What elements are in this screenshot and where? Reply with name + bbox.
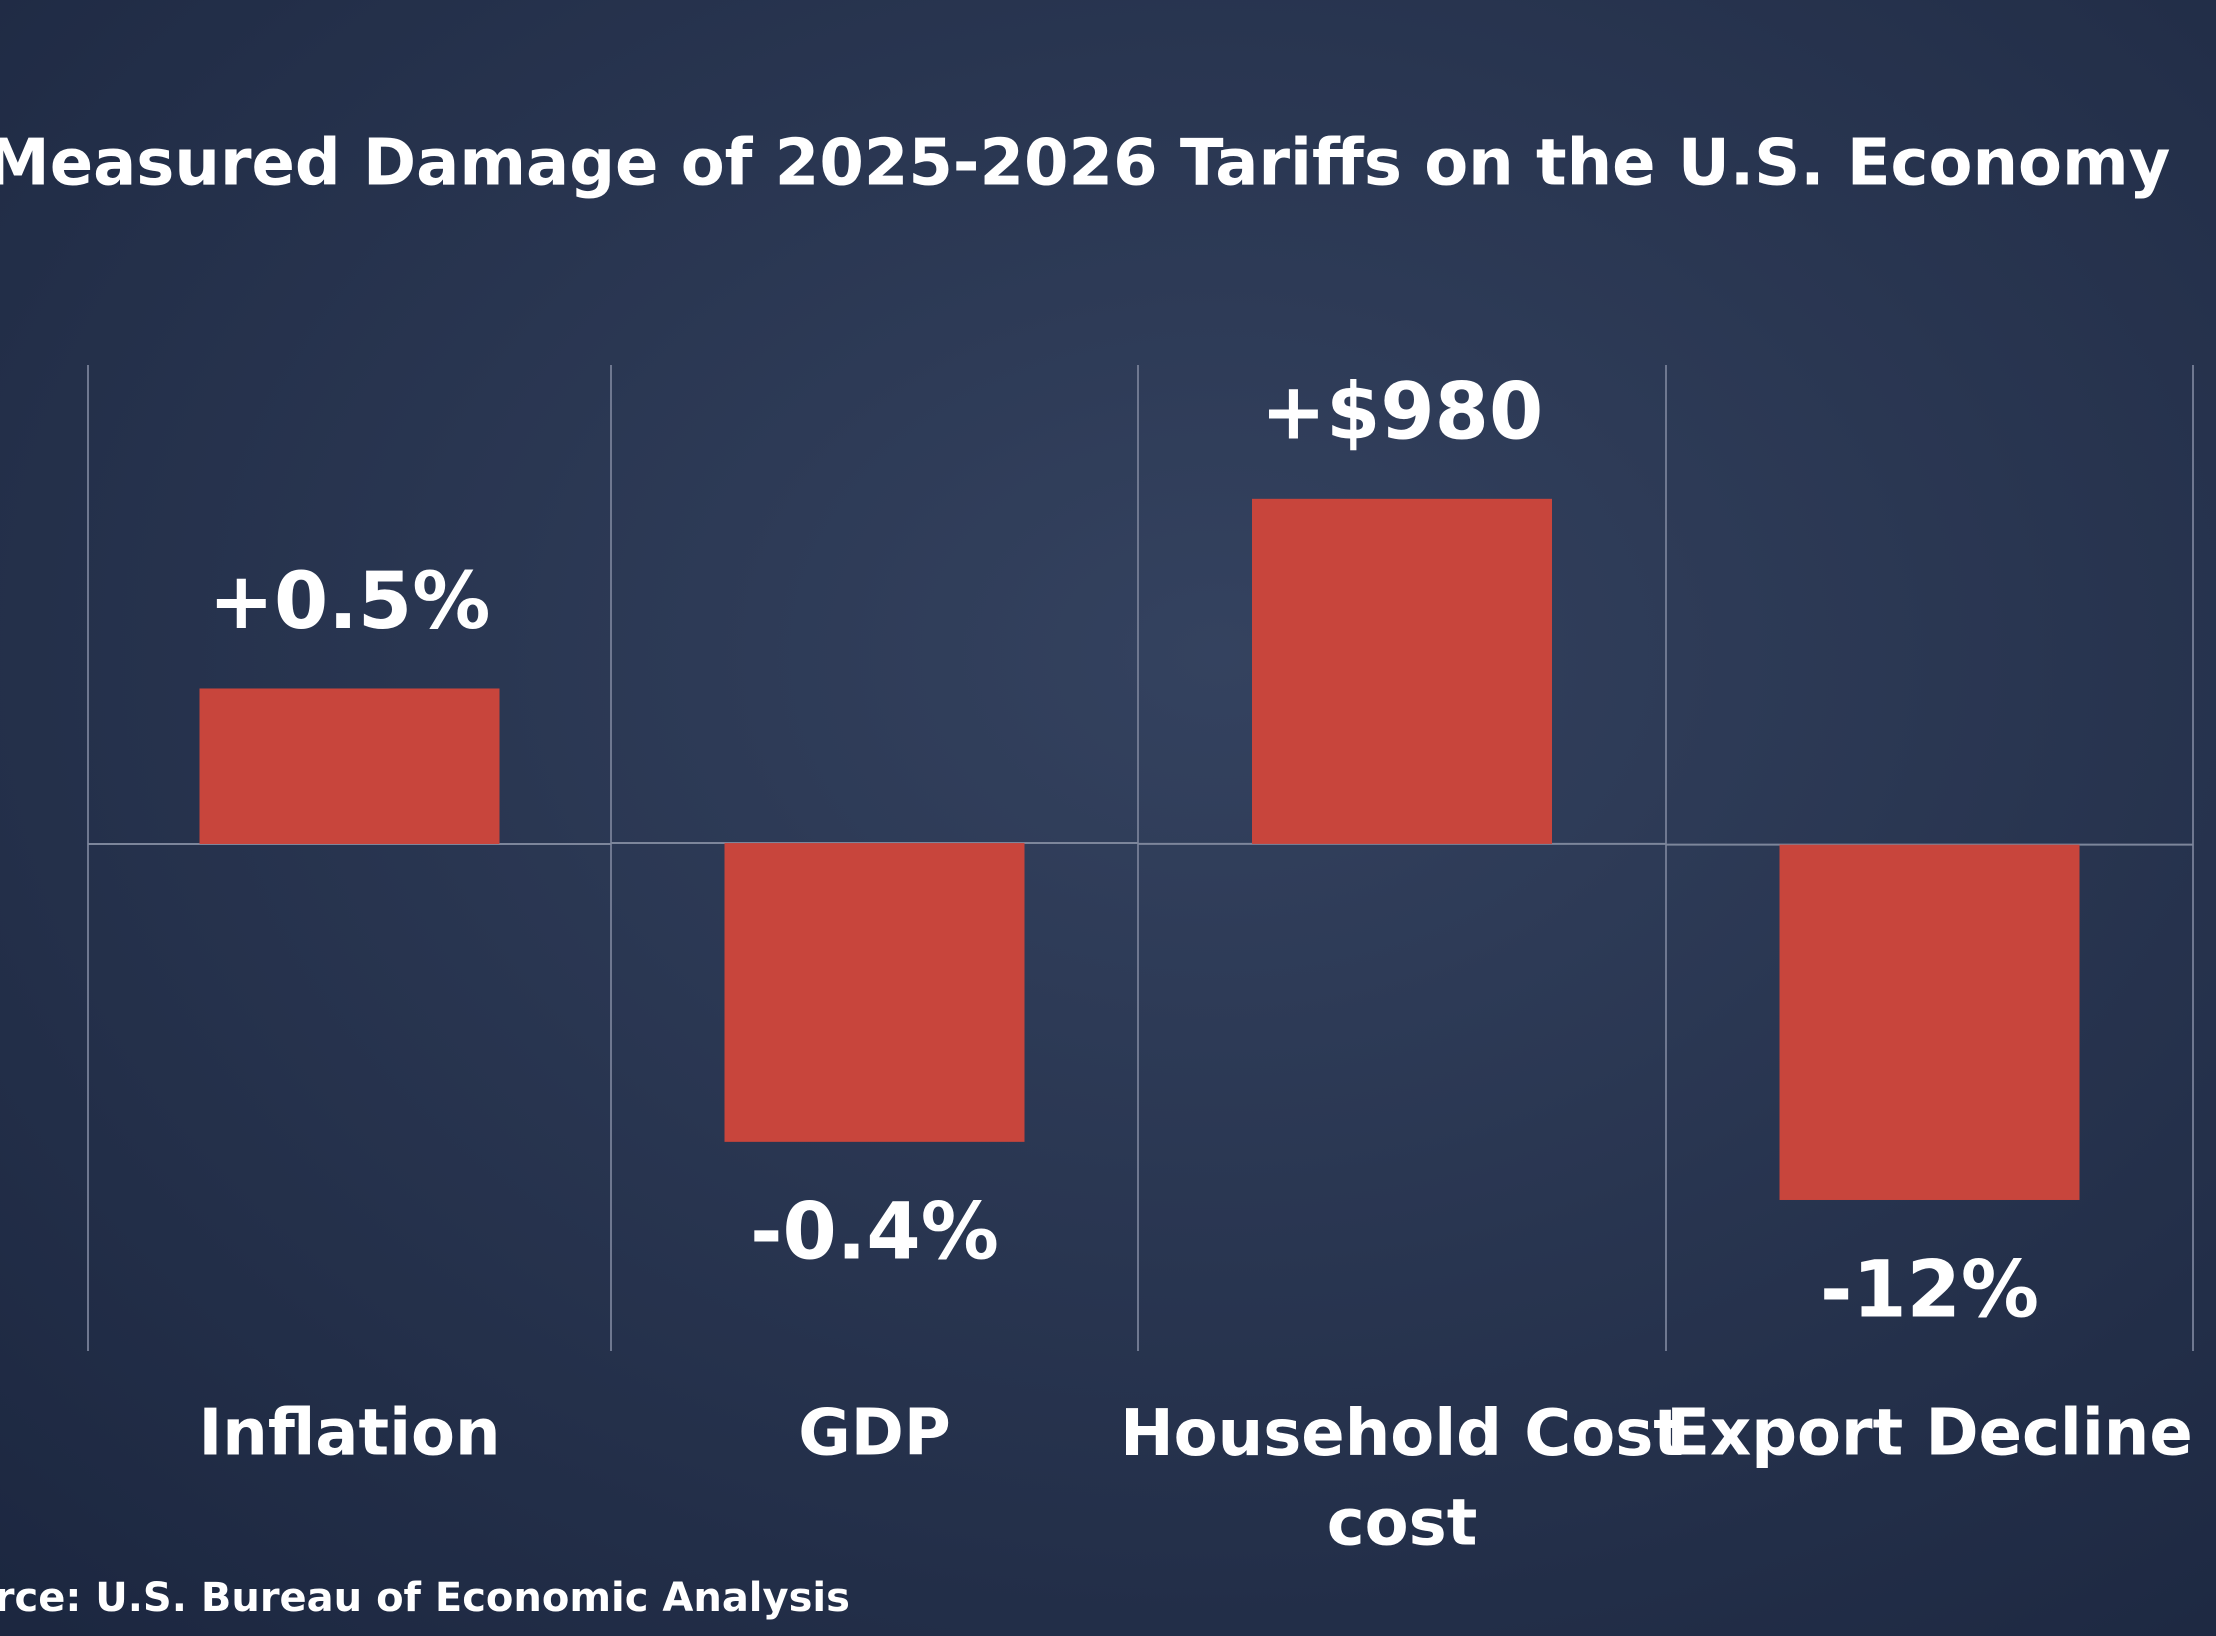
x-tick-label: Household Cost cost: [1120, 1397, 1684, 1561]
chart-title: Measured Damage of 2025-2026 Tariffs on …: [0, 127, 2170, 201]
bar: [199, 688, 500, 845]
bar: [724, 843, 1025, 1142]
value-label: -0.4%: [750, 1187, 999, 1277]
plot-area: +0.5% Inflation -0.4% GDP +$980 Household Cos…: [87, 365, 2194, 1561]
bar: [1252, 498, 1552, 844]
value-label: +$980: [1261, 367, 1543, 457]
x-tick-label: Export Decline: [1666, 1397, 2193, 1471]
x-tick-label: Inflation: [198, 1397, 500, 1471]
value-label: -12%: [1820, 1245, 2039, 1335]
x-tick-label: GDP: [798, 1397, 951, 1471]
source-note: Source: U.S. Bureau of Economic Analysis: [0, 1575, 850, 1621]
bar: [1779, 844, 2080, 1200]
value-label: +0.5%: [209, 557, 491, 647]
